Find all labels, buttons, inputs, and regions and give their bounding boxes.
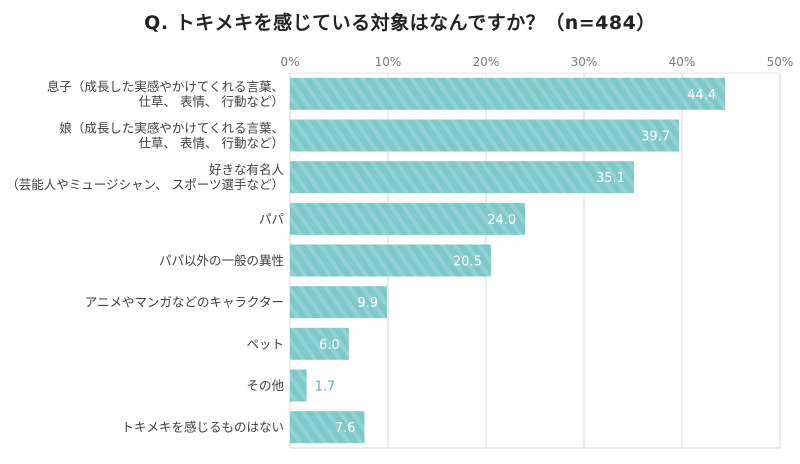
chart-title: Q. トキメキを感じている対象はなんですか？（n=484）: [144, 12, 656, 34]
value-label: 20.5: [453, 255, 482, 270]
bar: [290, 244, 491, 277]
value-label: 7.6: [335, 421, 356, 436]
tick-label: 10%: [375, 55, 402, 69]
tick-label: 0%: [280, 55, 299, 69]
bar: [290, 119, 680, 152]
value-label: 6.0: [319, 338, 340, 353]
value-label: 24.0: [487, 213, 516, 228]
category-label: 娘（成長した実感やかけてくれる言葉、仕草、 表情、 行動など）: [59, 121, 284, 151]
category-labels: 息子（成長した実感やかけてくれる言葉、仕草、 表情、 行動など） 娘（成長した実感…: [6, 79, 284, 435]
x-axis-ticks: 0% 10% 20% 30% 40% 50%: [280, 55, 793, 69]
tick-label: 50%: [767, 55, 794, 69]
category-label: トキメキを感じるものはない: [121, 420, 284, 435]
bar: [290, 202, 526, 235]
bars: [290, 77, 726, 444]
bar: [290, 411, 365, 444]
category-label: ペット: [246, 336, 284, 351]
value-label: 1.7: [315, 380, 336, 395]
category-label: その他: [246, 378, 284, 393]
value-label: 9.9: [357, 296, 378, 311]
bar: [290, 77, 726, 110]
value-label: 35.1: [596, 171, 625, 186]
tick-label: 30%: [571, 55, 598, 69]
category-label: アニメやマンガなどのキャラクター: [85, 295, 284, 310]
category-label: 息子（成長した実感やかけてくれる言葉、仕草、 表情、 行動など）: [47, 79, 284, 109]
category-label: 好きな有名人（芸能人やミュージシャン、 スポーツ選手など）: [6, 162, 284, 192]
tick-label: 40%: [669, 55, 696, 69]
bar: [290, 161, 634, 194]
tick-label: 20%: [473, 55, 500, 69]
category-label: パパ: [259, 211, 284, 226]
value-label: 39.7: [641, 130, 670, 145]
bar: [290, 286, 388, 319]
bar: [290, 369, 307, 402]
category-label: パパ以外の一般の異性: [159, 253, 284, 268]
value-label: 44.4: [687, 88, 716, 103]
bar: [290, 327, 349, 360]
value-labels: 44.4 39.7 35.1 24.0 20.5 9.9 6.0 1.7 7.6: [315, 88, 716, 436]
